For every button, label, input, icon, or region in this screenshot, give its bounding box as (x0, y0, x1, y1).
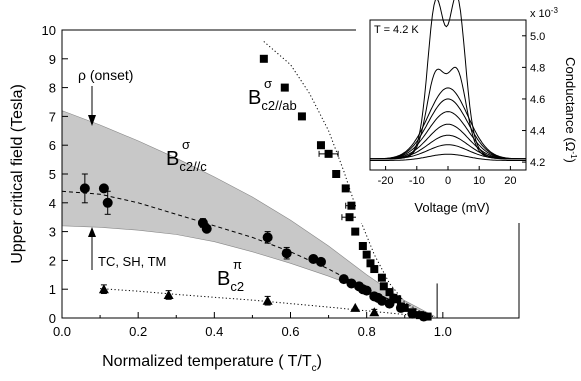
square-point (341, 184, 350, 193)
square-point (297, 112, 306, 121)
bab-label-sup: σ (264, 76, 272, 91)
conductance-curve (370, 153, 526, 161)
y-tick-label: 1 (49, 282, 56, 297)
triangle-point (163, 289, 174, 299)
circle-point (201, 223, 212, 234)
square-point (259, 54, 268, 63)
square-point (385, 288, 394, 297)
triangle-point (262, 295, 273, 305)
y-tick-label: 0 (49, 311, 56, 326)
inset-y-axis-label: Conductance (Ω-1) (563, 57, 578, 163)
square-point (332, 170, 341, 178)
square-point (362, 250, 371, 259)
circle-point (376, 295, 387, 306)
circle-point (418, 311, 429, 322)
inset-y-multiplier: x 10-3 (530, 6, 558, 20)
y-tick-label: 8 (49, 81, 56, 96)
x-axis-label: Normalized temperature ( T/Tc) (102, 353, 322, 374)
y-tick-label: 7 (49, 109, 56, 124)
x-tick-label: 0.0 (53, 324, 71, 339)
inset-y-tick-label: 5.0 (530, 31, 545, 43)
square-point (347, 201, 356, 210)
x-tick-label: 0.8 (358, 324, 376, 339)
x-tick-label: 0.2 (129, 324, 147, 339)
y-tick-label: 10 (42, 23, 56, 38)
square-point (351, 227, 360, 236)
bc-label-sup: σ (182, 137, 190, 152)
bpi-label: Bc2 (217, 268, 244, 294)
square-point (316, 141, 325, 150)
circle-point (79, 183, 90, 194)
conductance-curve (370, 144, 526, 160)
x-tick-label: 0.6 (281, 324, 299, 339)
x-tick-label: 1.0 (434, 324, 452, 339)
square-point (366, 259, 375, 268)
triangle-point (98, 284, 109, 294)
square-point (280, 83, 289, 92)
inset-temperature-label: T = 4.2 K (374, 24, 419, 36)
inset-y-tick-label: 4.8 (530, 62, 545, 74)
inset-x-tick-label: -20 (378, 175, 394, 187)
y-tick-label: 9 (49, 52, 56, 67)
circle-point (281, 248, 292, 259)
y-tick-label: 5 (49, 167, 56, 182)
bab-label: Bc2//ab (248, 87, 297, 113)
square-point (370, 265, 379, 274)
x-tick-label: 0.4 (205, 324, 223, 339)
y-tick-label: 6 (49, 138, 56, 153)
circle-point (361, 285, 372, 296)
inset-x-tick-label: 10 (473, 175, 485, 187)
tc-sh-tm-annotation: TC, SH, TM (98, 254, 166, 269)
square-point (393, 295, 402, 304)
y-tick-label: 3 (49, 225, 56, 240)
tc-sh-tm-arrowhead (88, 227, 96, 237)
field-uncertainty-band (61, 110, 436, 317)
inset-y-tick-label: 4.6 (530, 94, 545, 106)
y-axis-label: Upper critical field (Tesla) (9, 84, 26, 264)
y-tick-label: 2 (49, 253, 56, 268)
triangle-point (369, 307, 380, 317)
circle-point (407, 308, 418, 319)
square-point (379, 282, 388, 291)
circle-point (346, 278, 357, 289)
inset-background (356, 1, 526, 223)
circle-point (395, 302, 406, 313)
square-point (358, 242, 367, 250)
conductance-inset: -20 -10 0 10 20 4.2 4.4 4.6 4.8 5.0 T = 4.2 K Vol… (356, 0, 578, 223)
triangle-point (350, 302, 361, 312)
square-point (377, 273, 386, 282)
circle-point (308, 253, 319, 264)
inset-y-tick-label: 4.4 (530, 126, 545, 138)
inset-x-axis-label: Voltage (mV) (414, 200, 489, 215)
circle-point (384, 298, 395, 309)
fit-bab-line (263, 41, 436, 318)
bpi-label-sup: π (233, 257, 242, 272)
square-point (345, 213, 354, 222)
circle-point (102, 197, 113, 208)
rho-onset-annotation: ρ (onset) (78, 67, 133, 83)
circle-point (262, 232, 273, 243)
inset-x-tick-label: 0 (445, 175, 451, 187)
bc-label: Bc2//c (166, 148, 207, 174)
square-point (324, 149, 333, 158)
circle-point (338, 274, 349, 285)
circle-point (315, 256, 326, 267)
inset-y-tick-label: 4.2 (530, 157, 545, 169)
inset-x-tick-label: 20 (504, 175, 516, 187)
main-plot: 0.0 0.2 0.4 0.6 0.8 1.0 0 1 2 3 4 5 6 7 8 9 10 Upper cri… (9, 23, 520, 374)
inset-x-tick-label: -10 (409, 175, 425, 187)
rho-onset-arrowhead (88, 115, 96, 126)
y-tick-label: 4 (49, 196, 56, 211)
